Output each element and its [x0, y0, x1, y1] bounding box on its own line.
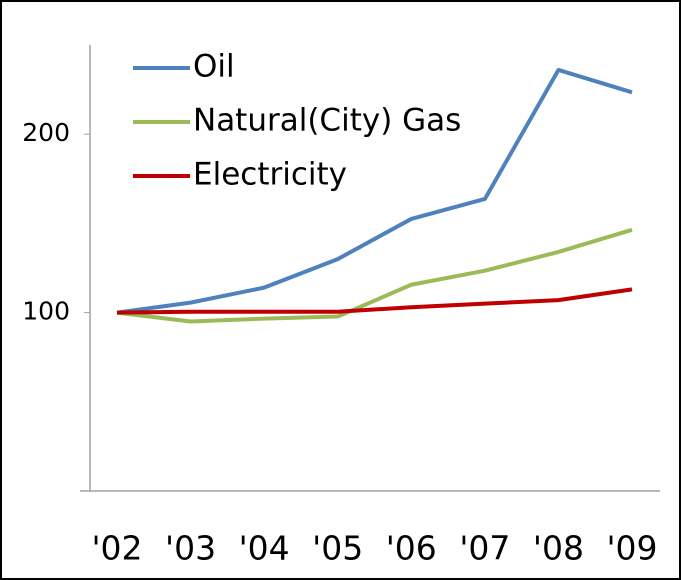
x-tick-label: '02 — [91, 529, 142, 568]
y-tick-label: 200 — [22, 118, 70, 147]
x-tick-label: '07 — [459, 529, 510, 568]
x-tick-label: '08 — [533, 529, 584, 568]
series-line — [116, 67, 633, 315]
y-tick-label: 100 — [22, 297, 70, 326]
x-tick-label: '09 — [606, 529, 657, 568]
legend-label: Electricity — [193, 157, 347, 193]
legend-label: Oil — [193, 49, 235, 85]
series-line — [116, 287, 633, 315]
x-tick-label: '06 — [386, 529, 437, 568]
legend-label: Natural(City) Gas — [193, 103, 461, 139]
x-tick-label: '04 — [239, 529, 290, 568]
x-tick-label: '05 — [312, 529, 363, 568]
series-line — [116, 227, 633, 324]
x-tick-label: '03 — [165, 529, 216, 568]
